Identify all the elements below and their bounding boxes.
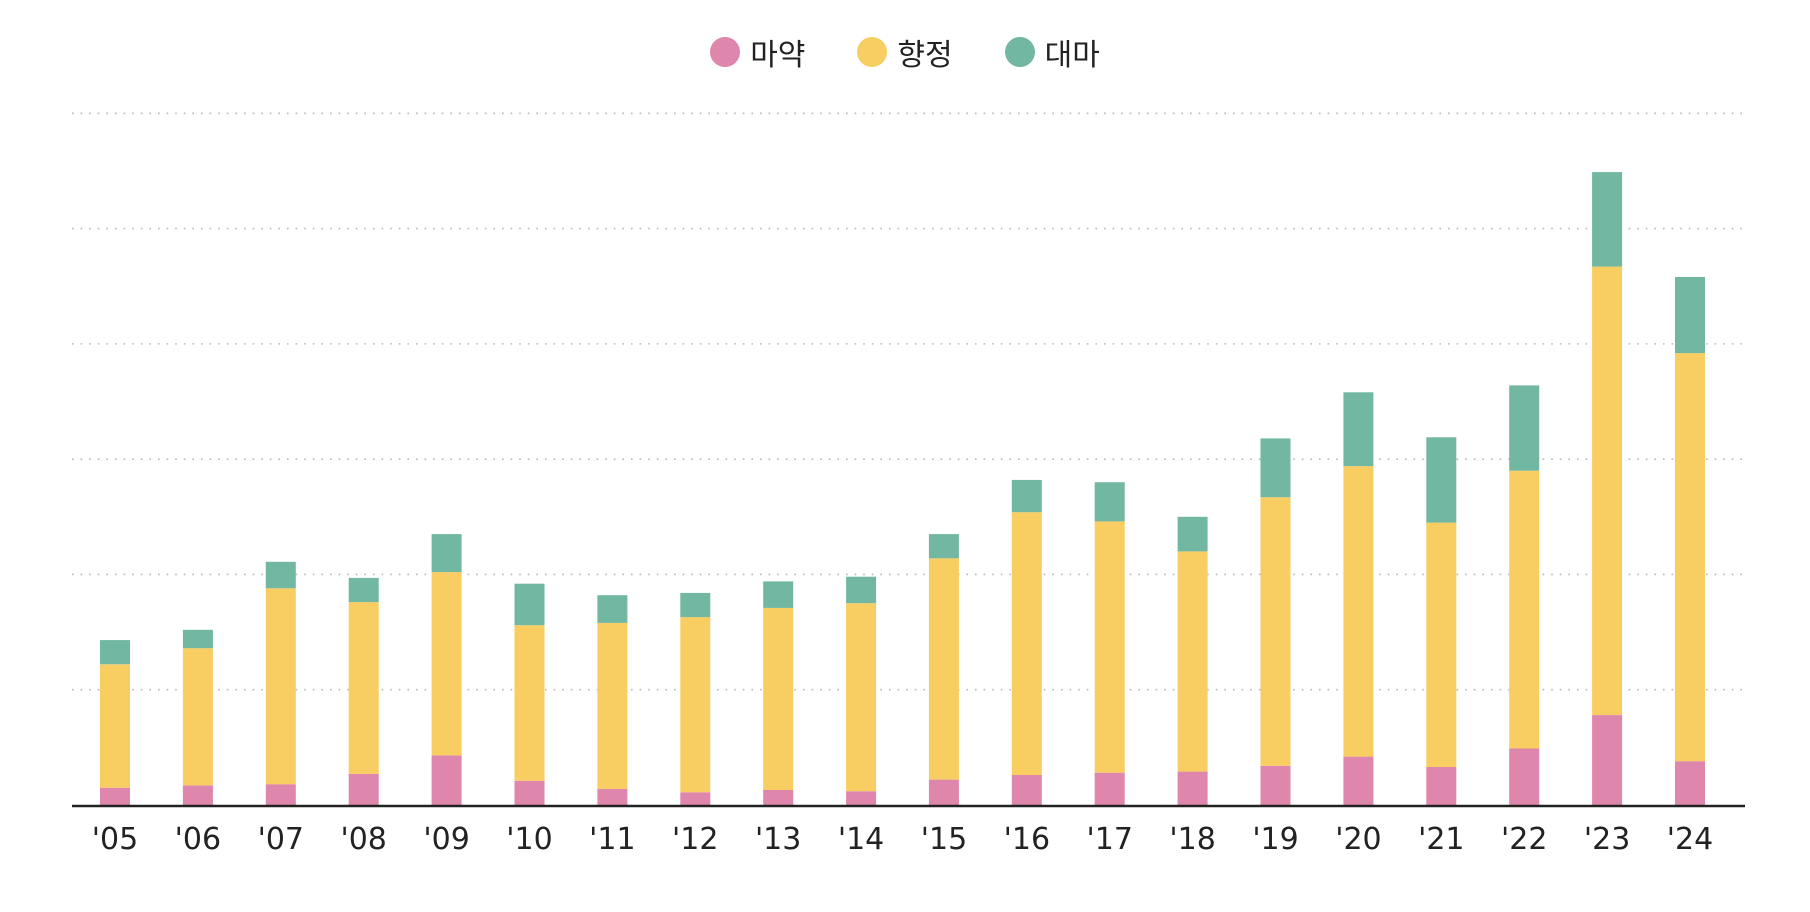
bar-series-2-10 bbox=[928, 534, 959, 559]
bar-series-1-11 bbox=[1011, 512, 1042, 775]
bar-series-0-16 bbox=[1426, 767, 1457, 805]
x-tick-label-19: '24 bbox=[1667, 822, 1713, 857]
bar-series-2-1 bbox=[182, 629, 213, 649]
bar-series-0-6 bbox=[597, 788, 628, 805]
legend-label-series-0: 마약 bbox=[750, 38, 806, 73]
legend-item-series-1: 향정 bbox=[857, 30, 953, 74]
bar-series-1-12 bbox=[1094, 521, 1125, 773]
x-tick-label-18: '23 bbox=[1584, 822, 1630, 857]
bar-series-1-18 bbox=[1592, 266, 1623, 715]
bar-series-1-3 bbox=[348, 602, 379, 774]
bar-series-0-12 bbox=[1094, 772, 1125, 805]
bar-series-2-0 bbox=[100, 640, 130, 665]
legend: 마약 향정 대마 bbox=[0, 30, 1810, 74]
bar-series-0-1 bbox=[182, 785, 213, 805]
bar-series-2-6 bbox=[597, 595, 628, 623]
bars bbox=[100, 172, 1705, 805]
bar-series-2-7 bbox=[680, 592, 711, 618]
legend-swatch-series-1 bbox=[857, 37, 888, 67]
legend-swatch-series-2 bbox=[1004, 37, 1035, 67]
x-tick-labels: '05 '06 '07 '08 '09 '10 '11 '12 '13 '14 '15 '16 '17 '… bbox=[92, 822, 1713, 857]
bar-series-0-10 bbox=[928, 779, 959, 805]
bar-series-1-5 bbox=[514, 625, 545, 781]
x-tick-label-3: '08 bbox=[340, 822, 386, 857]
bar-series-1-14 bbox=[1260, 497, 1291, 766]
bar-series-1-19 bbox=[1675, 353, 1705, 762]
bar-series-0-2 bbox=[265, 784, 296, 805]
x-tick-label-1: '06 bbox=[175, 822, 221, 857]
bar-series-2-11 bbox=[1011, 479, 1042, 513]
x-tick-label-11: '16 bbox=[1004, 822, 1050, 857]
bar-series-0-9 bbox=[846, 791, 877, 805]
bar-series-1-8 bbox=[763, 607, 794, 790]
bar-series-0-19 bbox=[1675, 761, 1705, 805]
bar-series-1-2 bbox=[265, 588, 296, 785]
bar-series-1-1 bbox=[182, 648, 213, 786]
bar-series-1-0 bbox=[100, 664, 130, 788]
bar-series-0-14 bbox=[1260, 765, 1291, 805]
bar-series-1-10 bbox=[928, 558, 959, 780]
bar-series-1-15 bbox=[1343, 466, 1374, 757]
x-tick-label-9: '14 bbox=[838, 822, 884, 857]
x-tick-label-14: '19 bbox=[1252, 822, 1298, 857]
bar-series-0-11 bbox=[1011, 775, 1042, 805]
x-tick-label-12: '17 bbox=[1087, 822, 1133, 857]
bar-series-2-14 bbox=[1260, 438, 1291, 498]
bar-series-2-9 bbox=[846, 576, 877, 604]
bar-series-0-7 bbox=[680, 792, 711, 805]
bar-series-1-7 bbox=[680, 617, 711, 793]
x-tick-label-15: '20 bbox=[1335, 822, 1381, 857]
bar-series-1-6 bbox=[597, 622, 628, 789]
gridlines bbox=[72, 112, 1745, 691]
x-tick-label-10: '15 bbox=[921, 822, 967, 857]
x-tick-label-16: '21 bbox=[1418, 822, 1464, 857]
bar-series-2-13 bbox=[1177, 516, 1208, 552]
x-tick-label-6: '11 bbox=[589, 822, 635, 857]
bar-series-2-17 bbox=[1509, 385, 1540, 471]
bar-series-2-5 bbox=[514, 583, 545, 626]
legend-swatch-series-0 bbox=[710, 37, 741, 67]
x-tick-label-2: '07 bbox=[258, 822, 304, 857]
bar-series-2-18 bbox=[1592, 172, 1623, 267]
x-tick-label-0: '05 bbox=[92, 822, 138, 857]
bar-series-1-16 bbox=[1426, 522, 1457, 767]
bar-series-0-18 bbox=[1592, 715, 1623, 805]
bar-series-1-4 bbox=[431, 572, 462, 756]
bar-series-2-2 bbox=[265, 561, 296, 589]
x-tick-label-4: '09 bbox=[423, 822, 469, 857]
bar-series-2-19 bbox=[1675, 277, 1705, 354]
bar-series-2-3 bbox=[348, 577, 379, 603]
bar-series-0-3 bbox=[348, 773, 379, 805]
bar-series-0-4 bbox=[431, 755, 462, 805]
legend-label-series-1: 향정 bbox=[897, 38, 953, 73]
x-tick-label-13: '18 bbox=[1169, 822, 1215, 857]
legend-item-series-0: 마약 bbox=[710, 30, 805, 74]
x-tick-label-7: '12 bbox=[672, 822, 718, 857]
x-tick-label-8: '13 bbox=[755, 822, 801, 857]
bar-series-0-0 bbox=[100, 787, 130, 805]
bar-series-1-13 bbox=[1177, 551, 1208, 772]
bar-series-0-13 bbox=[1177, 771, 1208, 805]
x-tick-label-5: '10 bbox=[506, 822, 552, 857]
bar-series-2-8 bbox=[763, 581, 794, 608]
bar-series-0-8 bbox=[763, 790, 794, 805]
legend-item-series-2: 대마 bbox=[1004, 30, 1100, 74]
bar-series-0-5 bbox=[514, 780, 545, 805]
bar-series-0-17 bbox=[1509, 748, 1540, 805]
bar-series-0-15 bbox=[1343, 756, 1374, 805]
bar-series-2-12 bbox=[1094, 482, 1125, 522]
bar-series-2-15 bbox=[1343, 392, 1374, 467]
bar-series-2-16 bbox=[1426, 437, 1457, 523]
bar-series-1-17 bbox=[1509, 470, 1540, 749]
bar-series-2-4 bbox=[431, 534, 462, 573]
legend-label-series-2: 대마 bbox=[1044, 38, 1100, 73]
x-tick-label-17: '22 bbox=[1501, 822, 1547, 857]
bar-series-1-9 bbox=[846, 603, 877, 792]
